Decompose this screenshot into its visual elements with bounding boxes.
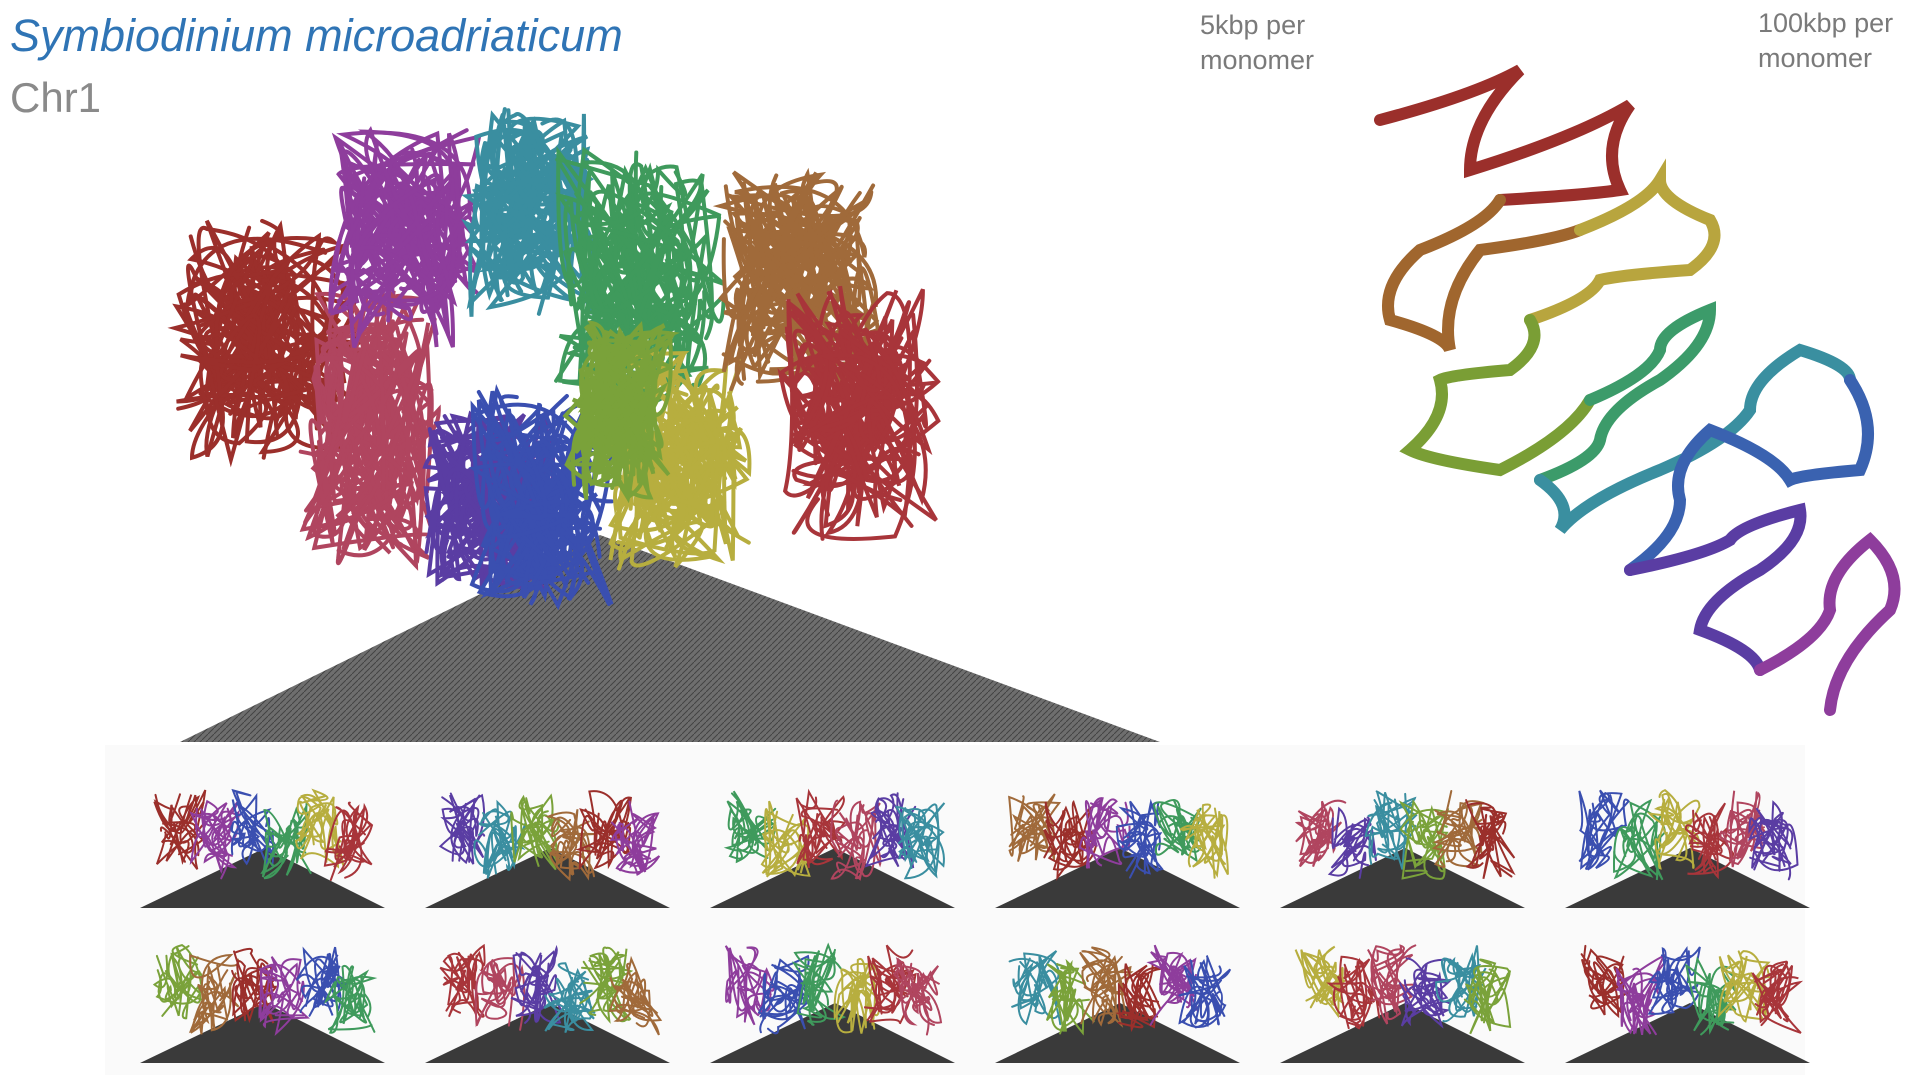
model-thumbnail	[705, 760, 965, 930]
thumbnail-domains	[440, 946, 660, 1035]
hic-contact-map-icon	[180, 535, 1160, 742]
coarse-polymer-segment	[1388, 200, 1580, 350]
thumbnail-domains	[1296, 791, 1515, 879]
model-thumbnail	[1560, 760, 1820, 930]
thumbnail-domains	[1010, 945, 1231, 1033]
coarse-polymer-segment	[1380, 70, 1630, 200]
model-thumbnail	[135, 915, 395, 1085]
model-thumbnail	[1275, 915, 1535, 1085]
resolution-label-line: 100kbp per	[1758, 6, 1918, 41]
figure-title: Symbiodinium microadriaticum	[10, 10, 623, 62]
coarse-polymer-segment	[1630, 510, 1801, 670]
model-thumbnail	[1560, 915, 1820, 1085]
thumbnail-domains	[1296, 945, 1511, 1033]
coarse-polymer-path	[1380, 70, 1895, 710]
main-chromosome-model	[160, 80, 1180, 745]
chromosome-label: Chr1	[10, 74, 101, 122]
thumbnail-domains	[155, 945, 375, 1034]
model-thumbnail	[705, 915, 965, 1085]
alternative-models-grid	[105, 745, 1805, 1075]
resolution-label-line: 5kbp per	[1200, 8, 1360, 43]
model-thumbnail	[990, 760, 1250, 930]
coarse-polymer-segment	[1760, 540, 1895, 710]
model-thumbnail	[990, 915, 1250, 1085]
model-thumbnail	[135, 760, 395, 930]
hic-contact-map-icon	[1565, 1003, 1810, 1063]
coarse-chromosome-model	[1330, 50, 1910, 750]
model-thumbnail	[1275, 760, 1535, 930]
model-thumbnail	[420, 915, 680, 1085]
model-thumbnail	[420, 760, 680, 930]
polymer-domains	[175, 109, 938, 605]
